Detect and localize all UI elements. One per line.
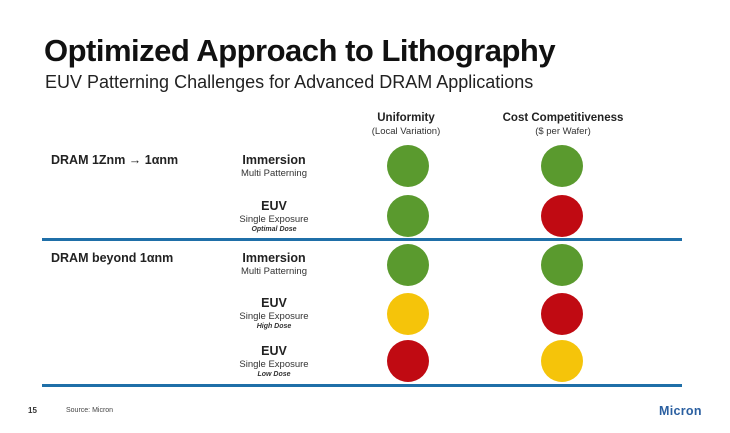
uniformity-indicator [387, 244, 429, 286]
column-header-uniformity: Uniformity (Local Variation) [326, 112, 486, 137]
column-title: Uniformity [377, 112, 435, 124]
method-detail: Multi Patterning [240, 168, 307, 179]
method-label: EUV Single Exposure Low Dose [214, 344, 334, 378]
method-detail: Single Exposure [239, 311, 309, 322]
column-subtitle: (Local Variation) [371, 126, 441, 137]
slide-subtitle: EUV Patterning Challenges for Advanced D… [45, 72, 534, 92]
method-note: Low Dose [257, 371, 291, 378]
source-note: Source: Micron [66, 407, 114, 414]
method-name: Immersion [242, 153, 306, 167]
method-name: EUV [261, 344, 287, 358]
group-label-dram-1znm: DRAM 1Znm → 1αnm [51, 153, 179, 167]
group-label-dram-beyond: DRAM beyond 1αnm [51, 251, 174, 265]
section-divider [42, 238, 682, 241]
uniformity-indicator [387, 195, 429, 237]
method-detail: Single Exposure [239, 359, 309, 370]
method-label: EUV Single Exposure Optimal Dose [214, 199, 334, 233]
cost-indicator [541, 293, 583, 335]
page-number: 15 [28, 406, 37, 415]
column-subtitle: ($ per Wafer) [535, 126, 591, 137]
column-header-cost: Cost Competitiveness ($ per Wafer) [483, 112, 643, 137]
slide-title: Optimized Approach to Lithography [44, 33, 556, 68]
method-name: EUV [261, 199, 287, 213]
method-note: High Dose [256, 323, 292, 330]
method-name: Immersion [242, 251, 306, 265]
method-label: EUV Single Exposure High Dose [214, 296, 334, 330]
cost-indicator [541, 145, 583, 187]
method-label: Immersion Multi Patterning [214, 153, 334, 179]
cost-indicator [541, 244, 583, 286]
uniformity-indicator [387, 145, 429, 187]
method-name: EUV [261, 296, 287, 310]
uniformity-indicator [387, 293, 429, 335]
method-detail: Single Exposure [239, 214, 309, 225]
method-note: Optimal Dose [251, 226, 297, 233]
method-label: Immersion Multi Patterning [214, 251, 334, 277]
micron-logo: Micron [659, 404, 702, 418]
method-detail: Multi Patterning [240, 266, 307, 277]
uniformity-indicator [387, 340, 429, 382]
column-title: Cost Competitiveness [502, 112, 624, 124]
cost-indicator [541, 340, 583, 382]
bottom-divider [42, 384, 682, 387]
cost-indicator [541, 195, 583, 237]
